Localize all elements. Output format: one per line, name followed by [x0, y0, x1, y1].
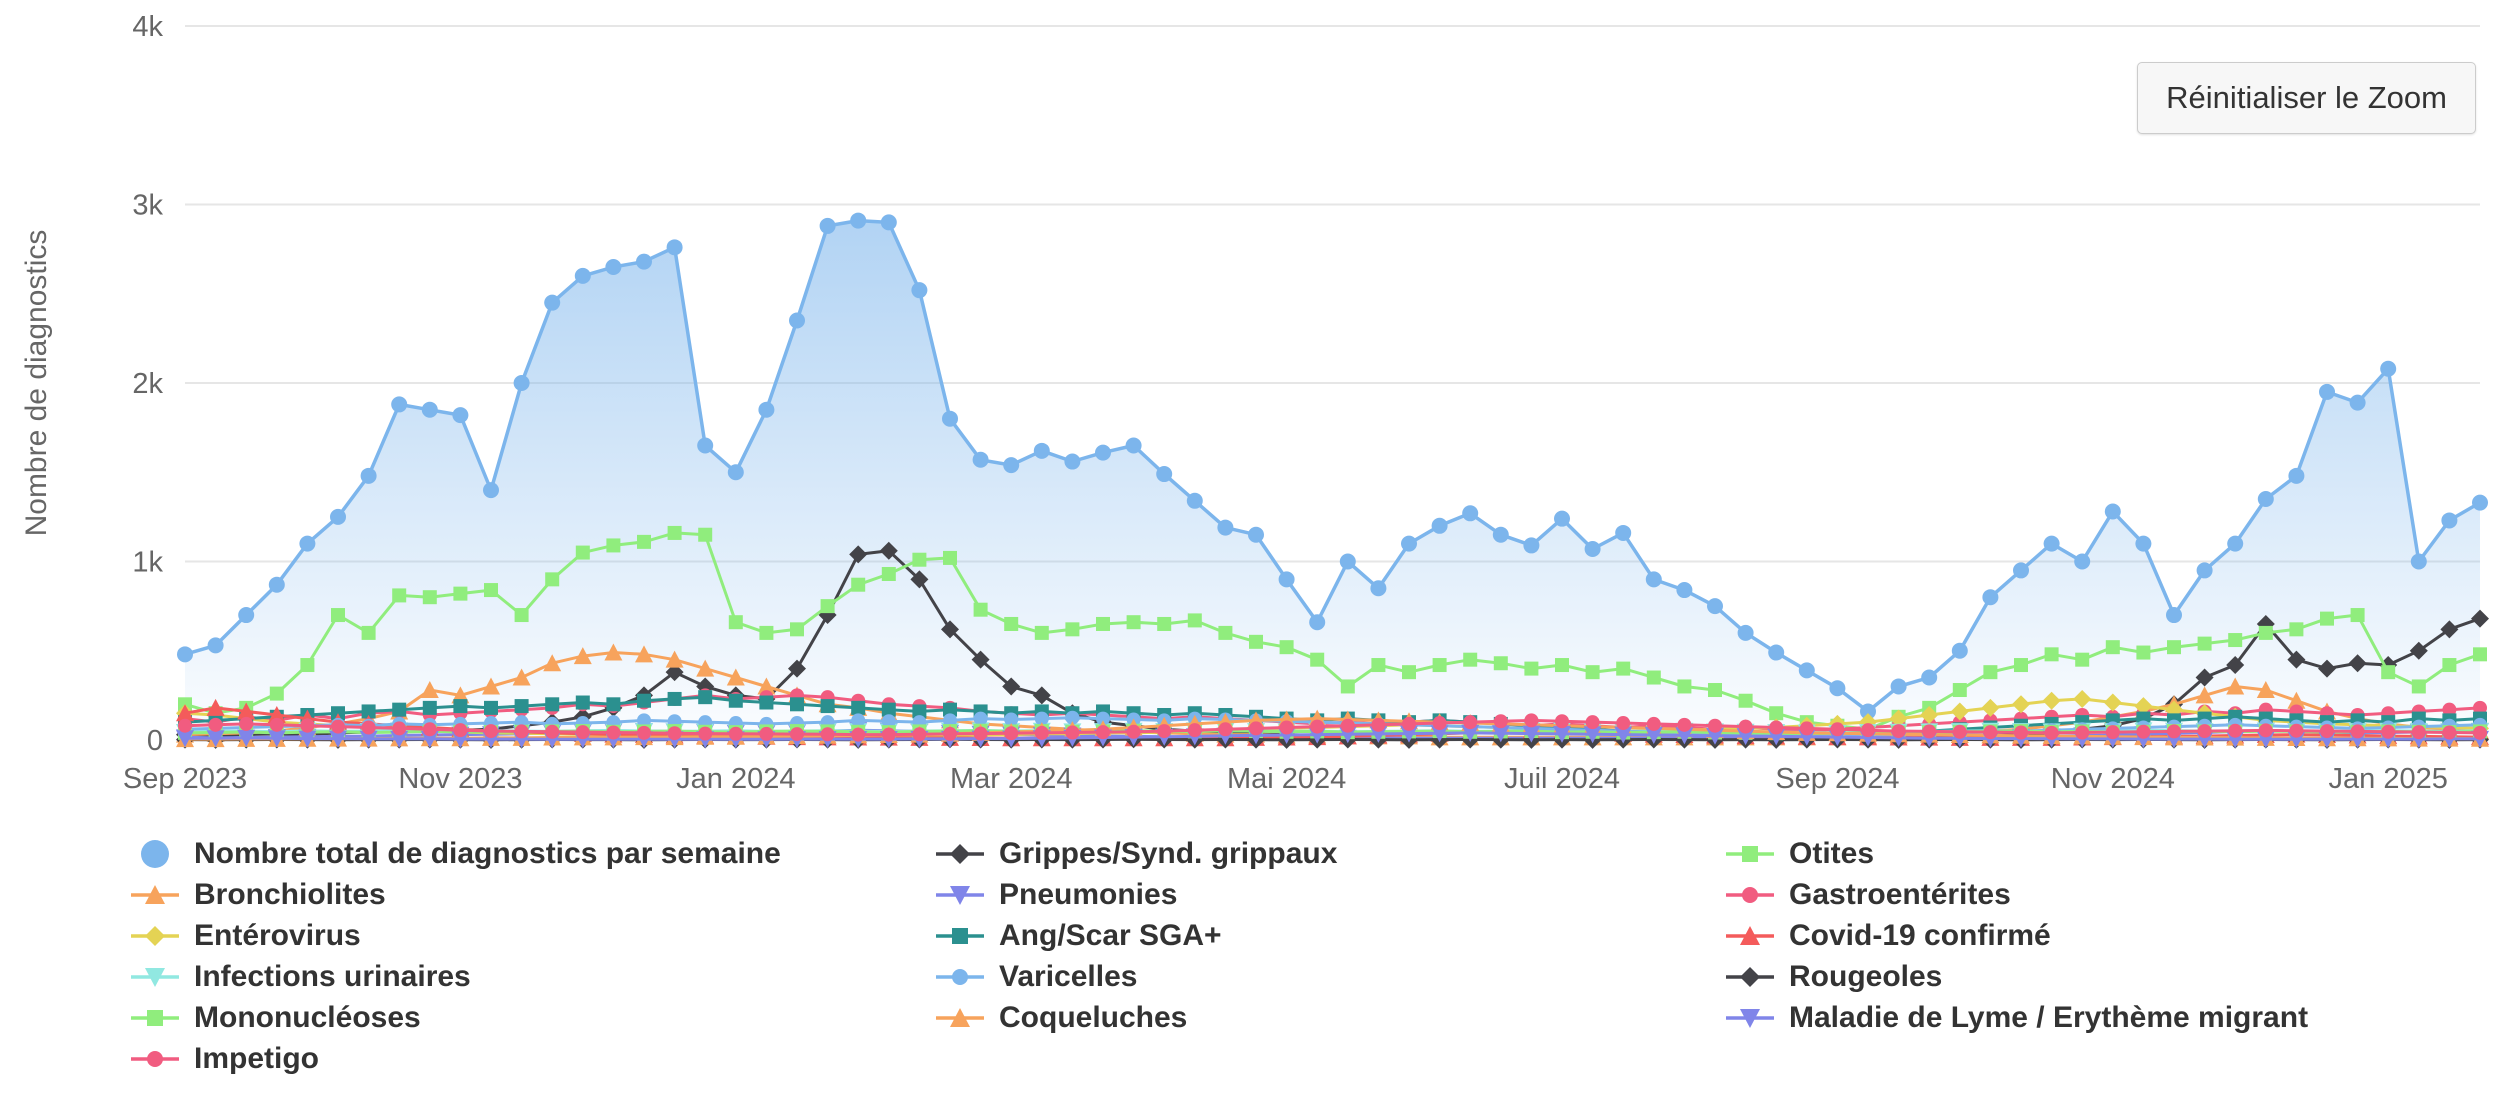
legend-label: Varicelles [999, 960, 1138, 993]
legend-label: Covid-19 confirmé [1789, 919, 2051, 952]
legend-item-5[interactable]: Gastroentérites [1723, 878, 2510, 911]
legend-label: Pneumonies [999, 878, 1178, 911]
triangle-marker-icon [131, 885, 179, 904]
legend-item-12[interactable]: Mononucléoses [128, 1001, 933, 1034]
chart-plot-area: 0 1k 2k 3k 4k Sep 2023 Nov 2023 Jan 2024 Mar 202… [123, 11, 2489, 795]
legend-label: Ang/Scar SGA+ [999, 919, 1222, 952]
diamond-marker-icon [936, 844, 984, 864]
x-tick-label: Mai 2024 [1227, 763, 1346, 795]
y-tick-label: 4k [132, 11, 163, 43]
legend: Nombre total de diagnostics par semaine G… [128, 837, 2510, 1075]
legend-item-3[interactable]: Bronchiolites [128, 878, 933, 911]
legend-label: Maladie de Lyme / Erythème migrant [1789, 1001, 2309, 1034]
y-tick-label: 0 [147, 725, 163, 757]
legend-item-13[interactable]: Coqueluches [933, 1001, 1723, 1034]
legend-label: Entérovirus [194, 919, 361, 952]
triangle-down-marker-icon [1726, 1009, 1774, 1028]
legend-label: Nombre total de diagnostics par semaine [194, 837, 781, 870]
triangle-down-marker-icon [131, 968, 179, 987]
total-area-fill [185, 220, 2480, 741]
legend-item-11[interactable]: Rougeoles [1723, 960, 2510, 993]
legend-item-6[interactable]: Entérovirus [128, 919, 933, 952]
legend-item-0[interactable]: Nombre total de diagnostics par semaine [128, 837, 933, 870]
y-tick-label: 3k [132, 190, 163, 222]
legend-item-15[interactable]: Impetigo [128, 1042, 933, 1075]
y-axis-title: Nombre de diagnostics [20, 230, 53, 537]
circle-marker-icon [131, 1051, 179, 1067]
x-tick-label: Nov 2023 [398, 763, 522, 795]
x-tick-label: Jan 2024 [676, 763, 795, 795]
x-tick-label: Juil 2024 [1504, 763, 1620, 795]
diamond-marker-icon [1726, 967, 1774, 987]
triangle-marker-icon [936, 1008, 984, 1027]
square-marker-icon [936, 928, 984, 944]
legend-item-4[interactable]: Pneumonies [933, 878, 1723, 911]
legend-item-8[interactable]: Covid-19 confirmé [1723, 919, 2510, 952]
legend-label: Gastroentérites [1789, 878, 2011, 911]
legend-label: Impetigo [194, 1042, 319, 1075]
diagnostics-chart: 0 1k 2k 3k 4k Sep 2023 Nov 2023 Jan 2024 Mar 202… [20, 11, 2489, 795]
reset-zoom-button[interactable]: Réinitialiser le Zoom [2137, 62, 2476, 134]
legend-label: Grippes/Synd. grippaux [999, 837, 1338, 870]
diamond-marker-icon [131, 926, 179, 946]
triangle-marker-icon [1726, 926, 1774, 945]
legend-item-9[interactable]: Infections urinaires [128, 960, 933, 993]
x-tick-label: Nov 2024 [2051, 763, 2175, 795]
legend-item-1[interactable]: Grippes/Synd. grippaux [933, 837, 1723, 870]
x-tick-label: Mar 2024 [950, 763, 1073, 795]
circle-marker-icon [141, 840, 169, 868]
chart-container: 0 1k 2k 3k 4k Sep 2023 Nov 2023 Jan 2024 Mar 202… [20, 11, 2489, 795]
square-marker-icon [1726, 846, 1774, 862]
circle-marker-icon [936, 969, 984, 985]
x-tick-label: Jan 2025 [2329, 763, 2448, 795]
legend-label: Bronchiolites [194, 878, 386, 911]
legend-label: Mononucléoses [194, 1001, 421, 1034]
legend-label: Coqueluches [999, 1001, 1188, 1034]
legend-item-7[interactable]: Ang/Scar SGA+ [933, 919, 1723, 952]
legend-label: Rougeoles [1789, 960, 1943, 993]
circle-marker-icon [1726, 887, 1774, 903]
series-total [177, 212, 2488, 720]
x-tick-label: Sep 2024 [1775, 763, 1899, 795]
x-tick-label: Sep 2023 [123, 763, 247, 795]
triangle-down-marker-icon [936, 886, 984, 905]
series-15 [178, 713, 2487, 742]
legend-item-2[interactable]: Otites [1723, 837, 2510, 870]
legend-label: Otites [1789, 837, 1875, 870]
y-tick-label: 1k [132, 547, 163, 579]
legend-label: Infections urinaires [194, 960, 471, 993]
legend-item-10[interactable]: Varicelles [933, 960, 1723, 993]
legend-item-14[interactable]: Maladie de Lyme / Erythème migrant [1723, 1001, 2510, 1034]
y-tick-label: 2k [132, 368, 163, 400]
square-marker-icon [131, 1010, 179, 1026]
